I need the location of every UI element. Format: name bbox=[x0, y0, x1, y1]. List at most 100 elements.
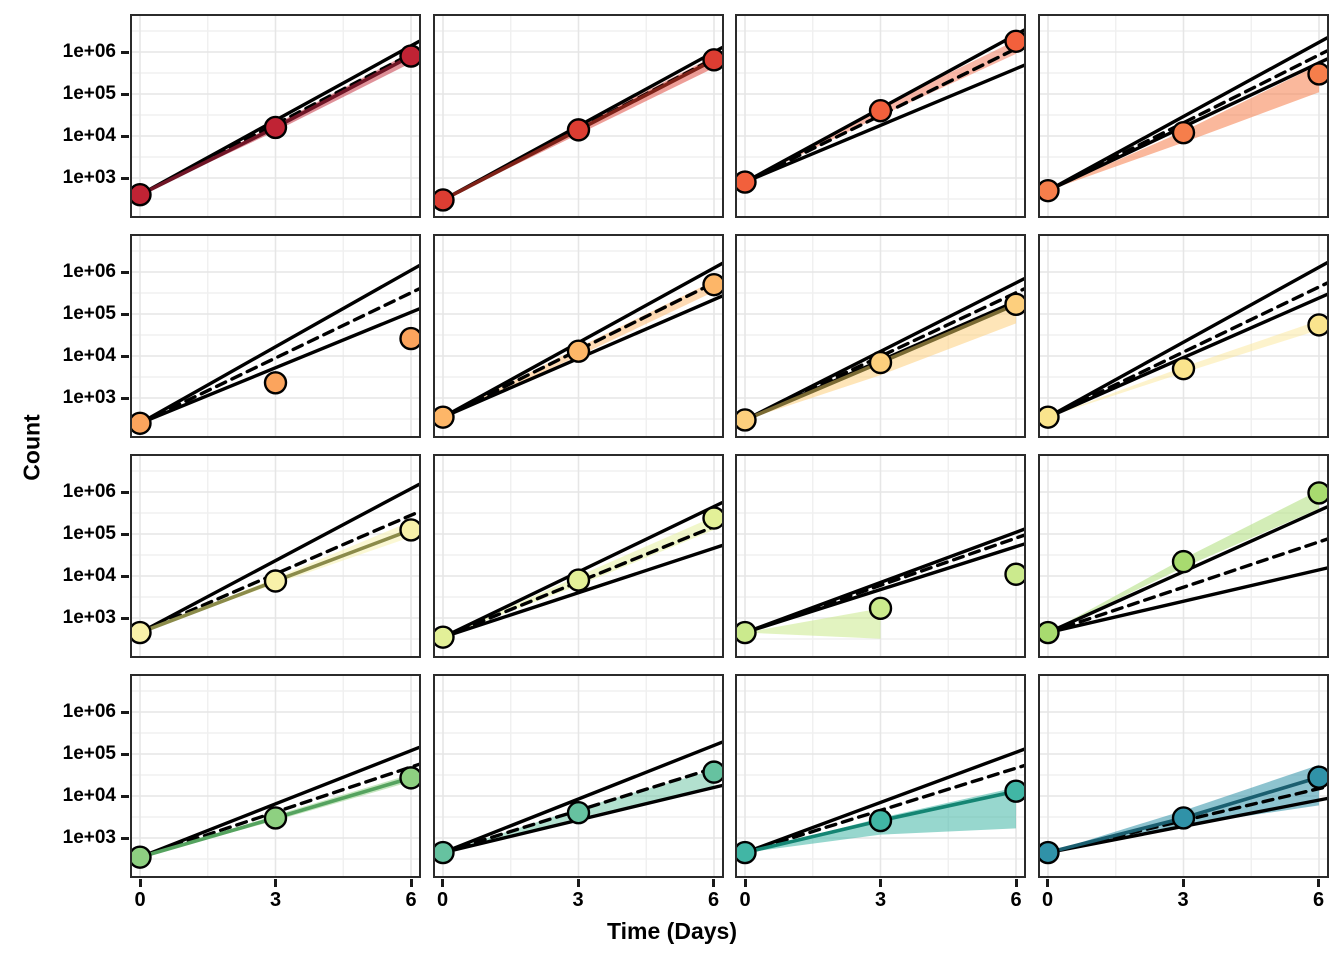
y-tick-mark bbox=[121, 490, 129, 494]
x-tick-label: 0 bbox=[1041, 889, 1054, 911]
facet-panel-r3c4 bbox=[1037, 454, 1329, 658]
y-tick-label: 1e+06 bbox=[62, 481, 116, 502]
y-tick-label: 1e+05 bbox=[62, 523, 116, 544]
data-point bbox=[263, 115, 288, 140]
data-point bbox=[263, 569, 288, 593]
prediction-dashed-line bbox=[743, 763, 1026, 855]
x-tick-mark bbox=[1181, 879, 1185, 887]
data-point bbox=[432, 840, 455, 865]
data-point bbox=[1171, 806, 1195, 830]
data-point bbox=[701, 272, 724, 297]
x-tick-label: 3 bbox=[874, 889, 887, 911]
data-point bbox=[701, 506, 724, 530]
y-tick-label: 1e+06 bbox=[62, 261, 116, 282]
data-point bbox=[263, 371, 288, 395]
x-tick-label: 3 bbox=[572, 889, 584, 911]
facet-panel-r1c4 bbox=[1037, 14, 1329, 218]
x-tick-label: 6 bbox=[1010, 889, 1022, 911]
data-point bbox=[1037, 620, 1060, 645]
x-tick-mark bbox=[441, 879, 444, 887]
data-point bbox=[701, 48, 724, 72]
x-tick-mark bbox=[274, 879, 277, 887]
envelope-lower-line bbox=[743, 542, 1026, 635]
data-point bbox=[1306, 62, 1329, 86]
x-tick-mark bbox=[1014, 879, 1018, 887]
y-tick-label: 1e+03 bbox=[62, 827, 116, 848]
facet-panel-r4c4 bbox=[1037, 674, 1329, 878]
confidence-ribbon bbox=[745, 608, 881, 639]
data-point bbox=[1004, 292, 1026, 317]
x-tick-mark bbox=[879, 879, 882, 887]
data-point bbox=[1306, 765, 1329, 789]
x-tick-mark bbox=[409, 879, 413, 887]
envelope-lower-line bbox=[440, 543, 724, 639]
data-point bbox=[1004, 29, 1026, 53]
y-tick-label: 1e+05 bbox=[62, 303, 116, 324]
prediction-dashed-line bbox=[1045, 537, 1329, 635]
data-point bbox=[1004, 562, 1026, 586]
prediction-dashed-line bbox=[1045, 49, 1329, 193]
data-point bbox=[1306, 481, 1329, 505]
prediction-dashed-line bbox=[440, 521, 724, 639]
envelope-upper-line bbox=[743, 747, 1026, 855]
y-tick-label: 1e+04 bbox=[62, 125, 116, 146]
prediction-dashed-line bbox=[743, 533, 1026, 635]
y-tick-mark bbox=[121, 312, 129, 316]
y-tick-label: 1e+03 bbox=[62, 167, 116, 188]
y-tick-mark bbox=[121, 836, 129, 840]
data-point bbox=[868, 350, 893, 375]
facet-panel-r2c3 bbox=[735, 234, 1026, 438]
envelope-upper-line bbox=[138, 482, 421, 635]
y-tick-mark bbox=[121, 176, 129, 180]
facet-panel-r2c4 bbox=[1037, 234, 1329, 438]
prediction-dashed-line bbox=[1045, 281, 1329, 419]
facet-panel-r2c2 bbox=[432, 234, 724, 438]
y-tick-mark bbox=[121, 532, 129, 536]
data-point bbox=[566, 801, 590, 825]
y-tick-mark bbox=[121, 574, 129, 578]
y-tick-label: 1e+05 bbox=[62, 743, 116, 764]
facet-panel-r3c1 bbox=[130, 454, 421, 658]
y-tick-mark bbox=[121, 616, 129, 620]
x-tick-mark bbox=[1317, 879, 1320, 887]
envelope-lower-line bbox=[1045, 566, 1329, 635]
y-tick-label: 1e+05 bbox=[62, 83, 116, 104]
data-point bbox=[1004, 779, 1026, 803]
facet-panel-r1c1 bbox=[130, 14, 421, 218]
facet-panel-r2c1 bbox=[130, 234, 421, 438]
y-tick-label: 1e+03 bbox=[62, 607, 116, 628]
data-point bbox=[1037, 178, 1060, 203]
data-point bbox=[399, 766, 421, 790]
data-point bbox=[432, 625, 455, 649]
facet-panel-r4c2 bbox=[432, 674, 724, 878]
x-tick-mark bbox=[576, 879, 580, 887]
facet-panel-r4c3 bbox=[735, 674, 1026, 878]
data-point bbox=[566, 568, 590, 592]
confidence-ribbon bbox=[1047, 764, 1319, 853]
envelope-upper-line bbox=[138, 263, 421, 425]
data-point bbox=[1037, 840, 1060, 865]
prediction-dashed-line bbox=[138, 287, 421, 425]
y-tick-label: 1e+06 bbox=[62, 41, 116, 62]
y-tick-mark bbox=[121, 134, 129, 138]
data-point bbox=[432, 405, 455, 429]
data-point bbox=[1171, 120, 1195, 145]
facet-panel-r3c3 bbox=[735, 454, 1026, 658]
envelope-upper-line bbox=[1045, 261, 1329, 419]
y-tick-mark bbox=[121, 710, 129, 714]
data-point bbox=[701, 760, 724, 784]
data-point bbox=[735, 620, 757, 645]
x-tick-label: 0 bbox=[739, 889, 751, 911]
y-tick-label: 1e+04 bbox=[62, 565, 116, 586]
facet-panel-r4c1 bbox=[130, 674, 421, 878]
envelope-upper-line bbox=[440, 740, 724, 855]
y-tick-label: 1e+06 bbox=[62, 701, 116, 722]
data-point bbox=[1171, 356, 1195, 381]
x-axis-title: Time (Days) bbox=[607, 918, 737, 944]
y-tick-mark bbox=[121, 794, 129, 798]
y-tick-mark bbox=[121, 92, 129, 96]
data-point bbox=[130, 620, 152, 645]
x-tick-label: 0 bbox=[436, 889, 449, 911]
facet-panel-r1c3 bbox=[735, 14, 1026, 218]
x-tick-mark bbox=[1046, 879, 1049, 887]
